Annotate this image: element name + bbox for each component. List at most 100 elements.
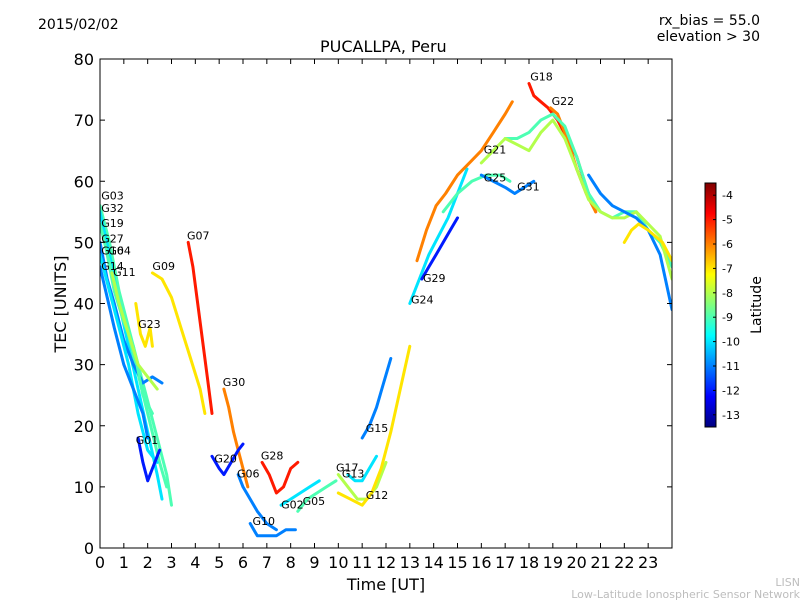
y-tick-label: 50: [74, 233, 94, 252]
colorbar-tick-label: -13: [722, 409, 740, 422]
x-tick-label: 13: [400, 553, 420, 572]
satellite-label: G21: [484, 144, 507, 157]
series-G31: [479, 173, 536, 195]
satellite-label: G15: [366, 422, 389, 435]
colorbar-tick-label: -7: [722, 262, 733, 275]
series-G07: [186, 240, 214, 415]
satellite-label: G12: [366, 489, 389, 502]
x-tick-label: 8: [286, 553, 296, 572]
satellite-label: G22: [552, 95, 575, 108]
satellite-label: G04: [108, 245, 131, 258]
colorbar-tick-label: -9: [722, 311, 733, 324]
satellite-label: G05: [303, 495, 326, 508]
x-tick-label: 22: [614, 553, 634, 572]
satellite-label: G14: [101, 260, 124, 273]
satellite-label: G29: [423, 272, 446, 285]
colorbar-tick-label: -5: [722, 214, 733, 227]
series-G23: [134, 302, 154, 348]
series-G11: [110, 271, 159, 391]
x-tick-label: 19: [543, 553, 563, 572]
satellite-label: G03: [101, 190, 124, 203]
series-G17: [336, 460, 388, 501]
series-G14b: [622, 222, 672, 263]
x-tick-label: 16: [471, 553, 491, 572]
series-G08: [479, 118, 672, 281]
x-tick-label: 15: [447, 553, 467, 572]
series-G14: [100, 265, 150, 440]
colorbar-tick-label: -12: [722, 384, 740, 397]
colorbar-tick-label: -10: [722, 336, 740, 349]
satellite-label: G30: [223, 376, 246, 389]
satellite-label: G13: [342, 468, 365, 481]
series-G13: [346, 454, 378, 483]
y-tick-label: 30: [74, 356, 94, 375]
colorbar-tick-label: -4: [722, 189, 733, 202]
plot-frame: [99, 58, 673, 549]
x-tick-label: 11: [352, 553, 372, 572]
x-tick-label: 0: [95, 553, 105, 572]
satellite-label: G19: [101, 217, 124, 230]
satellite-label: G11: [113, 266, 136, 279]
satellite-label: G31: [517, 180, 540, 193]
series-G01: [136, 436, 162, 483]
series-G20: [210, 442, 245, 477]
credit-long: Low-Latitude Ionospheric Sensor Network: [571, 588, 800, 601]
satellite-label: G23: [138, 318, 161, 331]
satellite-label: G17: [336, 462, 359, 475]
elevation-label: elevation > 30: [656, 29, 760, 45]
series-G05: [296, 479, 338, 513]
satellite-label: G01: [136, 434, 159, 447]
y-tick-label: 70: [74, 111, 94, 130]
satellite-label: G24: [411, 294, 434, 307]
series-G15: [360, 357, 393, 440]
satellite-label: G16: [101, 245, 124, 258]
y-tick-label: 60: [74, 172, 94, 191]
satellite-label: G02: [281, 498, 304, 511]
x-tick-label: 5: [214, 553, 224, 572]
date-label: 2015/02/02: [38, 17, 119, 33]
x-tick-label: 10: [328, 553, 348, 572]
satellite-label: G28: [261, 449, 284, 462]
x-tick-label: 2: [143, 553, 153, 572]
satellite-label: G20: [214, 452, 237, 465]
y-tick-label: 10: [74, 478, 94, 497]
series-G29: [420, 216, 459, 281]
colorbar-tick-label: -6: [722, 238, 733, 251]
series-G10b: [587, 173, 672, 312]
y-tick-label: 40: [74, 295, 94, 314]
series-G09: [150, 271, 207, 415]
x-tick-label: 17: [495, 553, 515, 572]
colorbar-tick-label: -8: [722, 287, 733, 300]
x-tick-label: 20: [566, 553, 586, 572]
x-tick-label: 7: [262, 553, 272, 572]
series-G21: [415, 100, 514, 263]
credit-short: LISN: [775, 576, 800, 589]
x-axis-label: Time [UT]: [346, 575, 425, 594]
colorbar-tick-label: -11: [722, 360, 740, 373]
satellite-label: G06: [237, 468, 260, 481]
x-tick-label: 14: [423, 553, 443, 572]
series-G16: [100, 253, 159, 464]
axes: 0 1 2 3 4 5 6 7 8 9 10 11 12 13 14 15 16 17 18 19 20 21 22 2301…: [74, 50, 672, 572]
satellite-label: G07: [187, 229, 210, 242]
series-G25: [441, 173, 512, 214]
y-tick-label: 20: [74, 417, 94, 436]
colorbar: [704, 182, 717, 428]
x-tick-label: 18: [519, 553, 539, 572]
colorbar-label: Latitude: [749, 276, 765, 334]
series-G06: [236, 473, 278, 532]
x-tick-label: 12: [376, 553, 396, 572]
x-tick-label: 21: [590, 553, 610, 572]
chart-title: PUCALLPA, Peru: [320, 37, 447, 56]
satellite-label: G25: [484, 171, 507, 184]
x-tick-label: 23: [638, 553, 658, 572]
satellite-label: G09: [152, 260, 175, 273]
satellite-label: G32: [101, 202, 124, 215]
x-tick-label: 3: [166, 553, 176, 572]
satellite-label: G27: [101, 232, 124, 245]
x-tick-label: 1: [119, 553, 129, 572]
colorbar-ticks: -4 -5 -6 -7 -8 -9 -10 -11 -12 -13: [713, 189, 740, 422]
series-G10: [248, 522, 297, 538]
